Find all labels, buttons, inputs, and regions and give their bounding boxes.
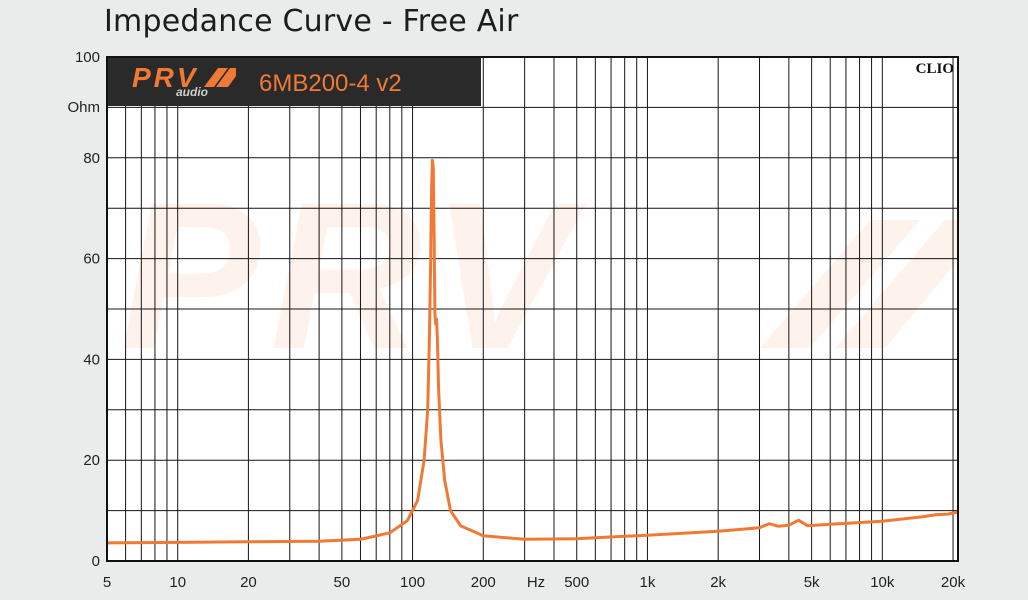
x-tick-label: 20k: [941, 574, 966, 591]
y-axis-label: Ohm: [67, 99, 100, 116]
x-tick-label: 20: [240, 574, 257, 591]
x-tick-label: 50: [334, 574, 351, 591]
watermark: PRV: [120, 158, 958, 393]
x-tick-label: 5: [103, 574, 111, 591]
brand-box: PRV audio 6MB200-4 v2: [108, 58, 481, 106]
chart-title: Impedance Curve - Free Air: [104, 4, 519, 39]
model-label: 6MB200-4 v2: [259, 70, 402, 97]
y-tick-label: 80: [83, 150, 100, 167]
y-tick-label: 20: [83, 452, 100, 469]
software-tag: CLIO: [916, 61, 954, 77]
x-tick-label: 500: [564, 574, 589, 591]
x-tick-label: 2k: [710, 574, 726, 591]
y-tick-label: 60: [83, 251, 100, 268]
x-axis-ticks: 5 10 20 50 100 200 500 1k 2k 5k 10k 20k: [103, 574, 966, 591]
y-axis-ticks: 0 20 40 60 80 100: [75, 49, 100, 570]
x-tick-label: 1k: [640, 574, 656, 591]
x-axis-label: Hz: [527, 574, 545, 591]
plot-border: [106, 56, 959, 562]
y-tick-label: 40: [83, 351, 100, 368]
y-tick-label: 100: [75, 49, 100, 66]
brand-logo-mark: [204, 68, 228, 87]
x-tick-label: 10k: [870, 574, 895, 591]
impedance-curve: [107, 158, 958, 545]
x-tick-label: 100: [400, 574, 425, 591]
grid: [107, 57, 958, 561]
x-tick-label: 10: [169, 574, 186, 591]
brand-sub: audio: [176, 85, 208, 99]
x-tick-label: 200: [471, 574, 496, 591]
x-tick-label: 5k: [804, 574, 820, 591]
svg-text:PRV: PRV: [120, 158, 587, 393]
y-tick-label: 0: [92, 553, 100, 570]
brand-logo: PRV: [132, 62, 199, 93]
